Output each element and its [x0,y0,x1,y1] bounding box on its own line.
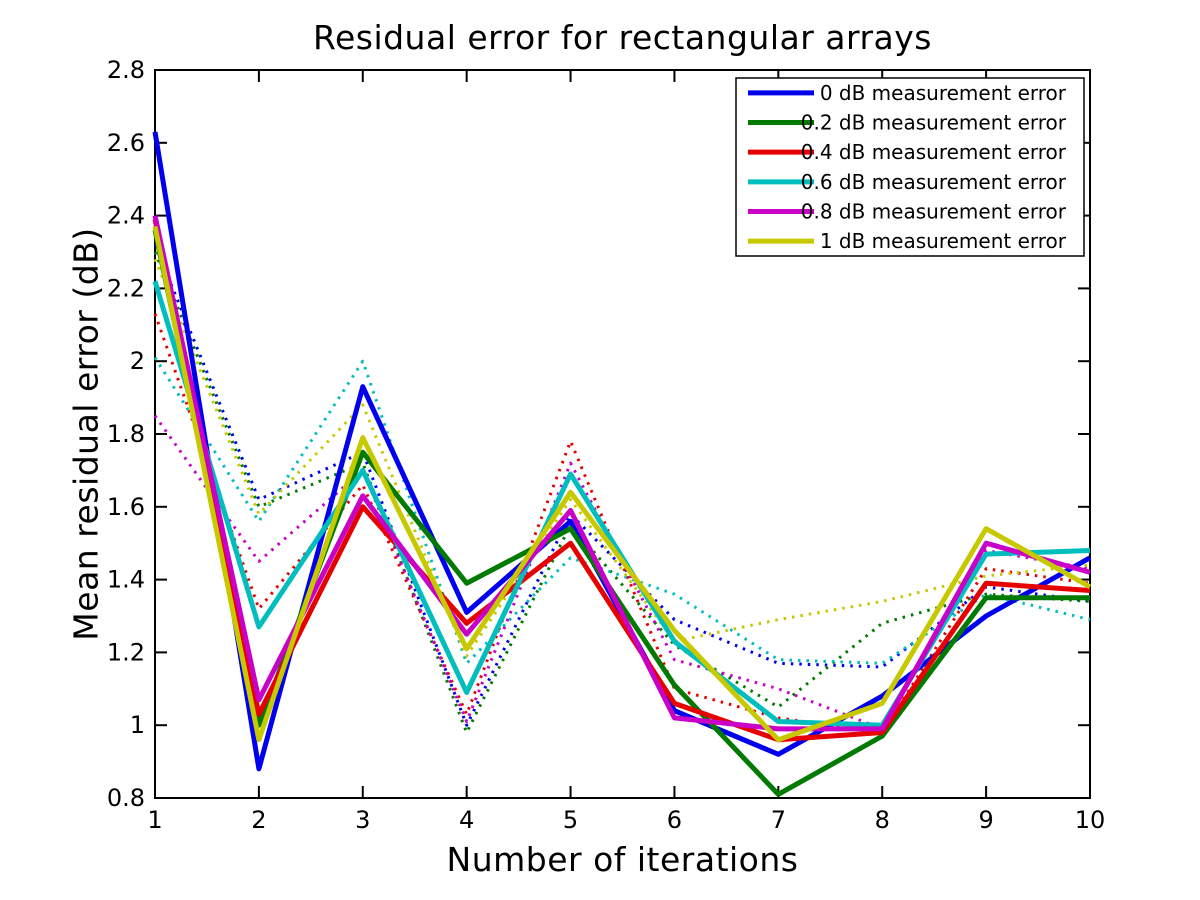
legend-label: 0.6 dB measurement error [801,170,1067,194]
series-line-red-solid [152,218,1091,743]
x-tick-label: 10 [1075,806,1106,834]
y-tick-label: 1.2 [107,638,145,666]
y-tick-label: 2.2 [107,274,145,302]
x-tick-label: 9 [978,806,993,834]
legend-label: 0.4 dB measurement error [801,140,1067,164]
legend-label: 0 dB measurement error [820,81,1067,105]
legend-label: 0.8 dB measurement error [801,200,1067,224]
y-tick-label: 1.4 [107,566,145,594]
x-tick-label: 5 [563,806,578,834]
y-tick-label: 1 [130,711,145,739]
legend-label: 0.2 dB measurement error [801,111,1067,135]
series-line-yellow-dotted [153,258,1091,658]
y-tick-label: 2.8 [107,56,145,84]
x-tick-label: 7 [771,806,786,834]
x-tick-label: 8 [875,806,890,834]
series-line-green-solid [152,229,1090,797]
series-line-magenta-solid [152,215,1091,732]
x-tick-label: 2 [251,806,266,834]
x-axis-label: Number of iterations [446,840,799,879]
legend-label: 1 dB measurement error [820,229,1067,253]
y-tick-label: 1.8 [107,420,145,448]
series-line-cyan-dotted [153,356,1091,665]
y-axis-label: Mean residual error (dB) [66,227,106,641]
y-tick-label: 2.6 [107,129,145,157]
x-tick-label: 3 [355,806,370,834]
series-line-blue-dotted [153,244,1091,727]
x-tick-label: 6 [667,806,682,834]
y-tick-label: 2.4 [107,202,145,230]
chart-title: Residual error for rectangular arrays [313,18,932,57]
series-line-cyan-solid [152,280,1091,728]
y-tick-label: 2 [130,347,145,375]
series-line-red-dotted [153,313,1091,734]
x-tick-label: 1 [147,806,162,834]
x-tick-label: 4 [459,806,474,834]
y-tick-label: 1.6 [107,493,145,521]
legend-box [735,77,1085,257]
series-line-yellow-solid [152,226,1092,743]
y-tick-label: 0.8 [107,784,145,812]
series-line-green-dotted [153,251,1091,734]
